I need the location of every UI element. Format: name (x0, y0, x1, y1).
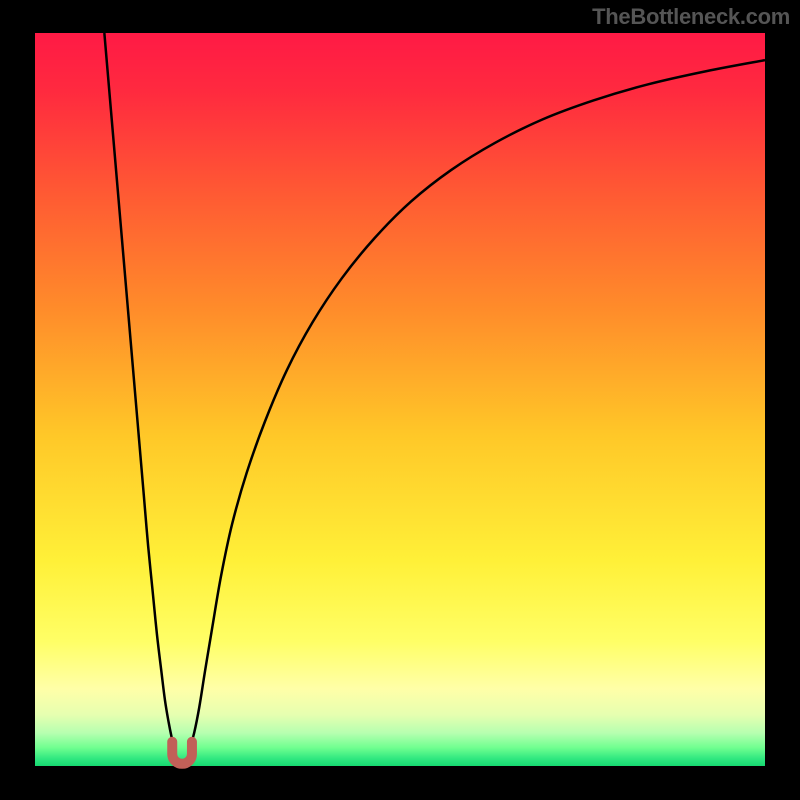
plot-area-gradient (35, 33, 765, 766)
watermark-text: TheBottleneck.com (592, 4, 790, 30)
chart-container: TheBottleneck.com (0, 0, 800, 800)
bottleneck-chart (0, 0, 800, 800)
